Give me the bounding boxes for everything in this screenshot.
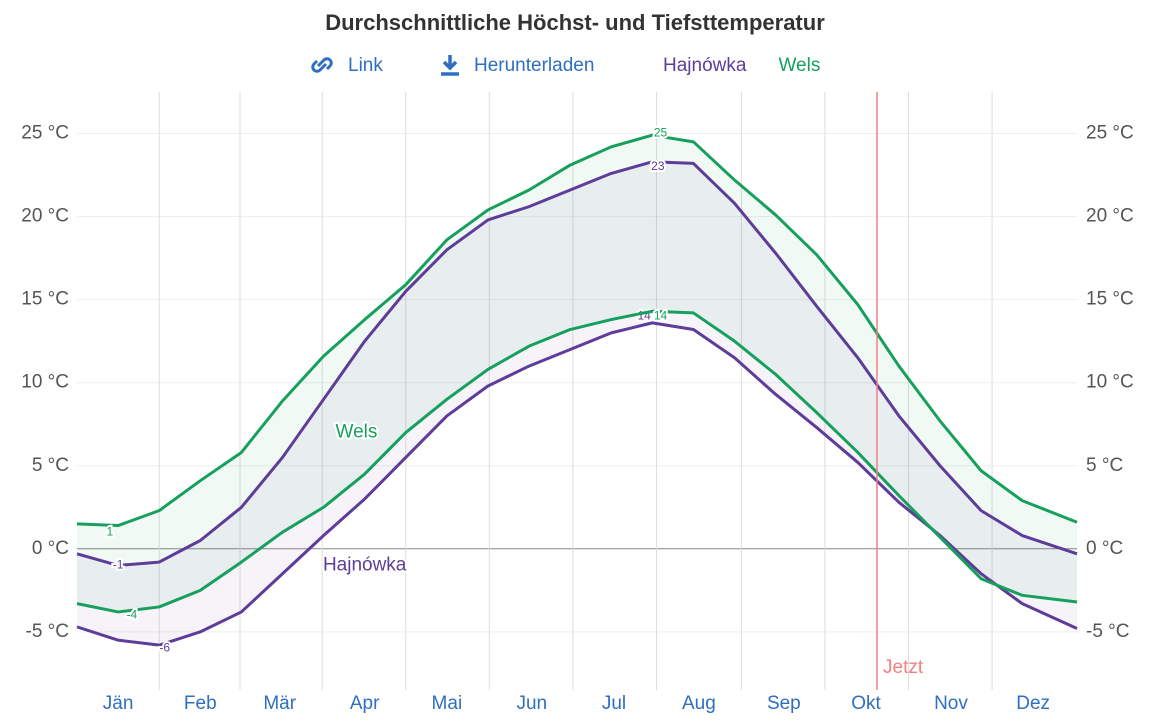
y2-tick-label: 15 °C	[1086, 289, 1134, 310]
link-icon	[311, 57, 333, 73]
band	[77, 135, 1077, 612]
y2-tick-label: 10 °C	[1086, 372, 1134, 393]
y-tick-label: -5 °C	[26, 621, 70, 642]
x-tick-label: Mai	[432, 693, 463, 714]
y2-tick-label: 5 °C	[1086, 455, 1123, 476]
download-button[interactable]: Herunterladen	[441, 55, 594, 76]
y2-tick-label: 0 °C	[1086, 538, 1123, 559]
link-button[interactable]: Link	[311, 55, 384, 76]
x-tick-label: Okt	[851, 693, 881, 714]
line-high	[76, 160, 1078, 567]
y2-tick-label: 25 °C	[1086, 123, 1134, 144]
chart-title: Durchschnittliche Höchst- und Tiefsttemp…	[325, 10, 825, 35]
x-tick-label: Aug	[682, 693, 716, 714]
y-tick-label: 25 °C	[21, 123, 69, 144]
x-tick-label: Jun	[516, 693, 547, 714]
y-tick-label: 10 °C	[21, 372, 69, 393]
line-low	[76, 321, 1078, 647]
point-label: -6	[159, 641, 170, 655]
line-low	[76, 309, 1078, 614]
y2-tick-label: 20 °C	[1086, 206, 1134, 227]
y-tick-label: 20 °C	[21, 206, 69, 227]
x-tick-label: Feb	[184, 693, 217, 714]
x-tick-label: Nov	[934, 693, 968, 714]
legend: Hajnówka Wels	[663, 55, 820, 76]
x-tick-label: Apr	[350, 693, 380, 714]
legend-entry: Hajnówka	[663, 55, 747, 76]
point-label: -1	[113, 558, 124, 572]
download-icon	[441, 55, 459, 76]
x-tick-label: Jän	[103, 693, 134, 714]
point-label: 23	[651, 159, 665, 173]
band	[77, 161, 1077, 646]
point-label: 25	[654, 126, 668, 140]
x-tick-label: Mär	[263, 693, 296, 714]
y2-tick-label: -5 °C	[1086, 621, 1130, 642]
y-tick-label: 5 °C	[32, 455, 69, 476]
link-text: Link	[348, 55, 383, 76]
legend-entry: Wels	[778, 55, 820, 76]
y-tick-label: 0 °C	[32, 538, 69, 559]
point-label: 14	[654, 308, 668, 322]
now-label: Jetzt	[883, 657, 924, 678]
x-tick-label: Jul	[602, 693, 626, 714]
x-tick-label: Sep	[767, 693, 801, 714]
point-label: 1	[107, 524, 114, 538]
series-name-label: Wels	[336, 422, 378, 443]
y-tick-label: 15 °C	[21, 289, 69, 310]
download-text: Herunterladen	[474, 55, 594, 76]
line-high	[76, 133, 1078, 528]
series-name-label: Hajnówka	[323, 554, 407, 575]
point-label: -4	[126, 607, 137, 621]
x-tick-label: Dez	[1016, 693, 1050, 714]
